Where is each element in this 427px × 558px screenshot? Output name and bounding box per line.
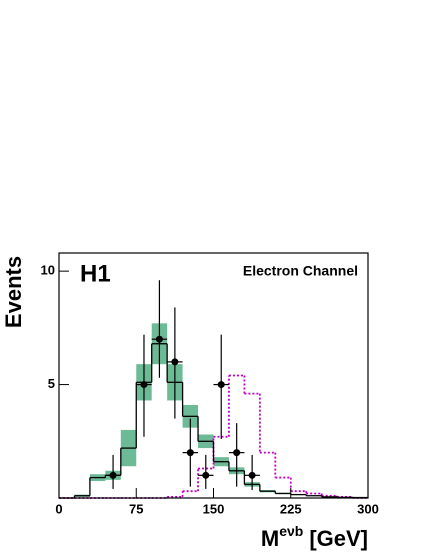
data-point <box>202 472 209 479</box>
x-tick-label: 225 <box>280 501 302 516</box>
data-point <box>156 336 163 343</box>
x-label-unit: [GeV] <box>309 526 368 551</box>
y-tick-label: 10 <box>41 263 55 278</box>
x-tick-label: 150 <box>203 501 225 516</box>
y-tick-label: 5 <box>48 376 55 391</box>
x-tick-label: 300 <box>357 501 379 516</box>
x-tick-label: 0 <box>55 501 62 516</box>
x-axis-label: Meνb [GeV] <box>261 523 368 551</box>
x-tick-label: 75 <box>129 501 143 516</box>
data-point <box>110 472 117 479</box>
data-point <box>218 381 225 388</box>
data-point <box>187 449 194 456</box>
data-point <box>140 381 147 388</box>
annotation: Electron Channel <box>243 263 358 279</box>
chart-title: H1 <box>80 260 111 287</box>
data-point <box>249 472 256 479</box>
data-point <box>171 358 178 365</box>
data-point <box>233 449 240 456</box>
x-label-sup: eνb <box>279 523 303 539</box>
y-axis-label: Events <box>1 256 26 328</box>
x-label-base: M <box>261 526 279 551</box>
